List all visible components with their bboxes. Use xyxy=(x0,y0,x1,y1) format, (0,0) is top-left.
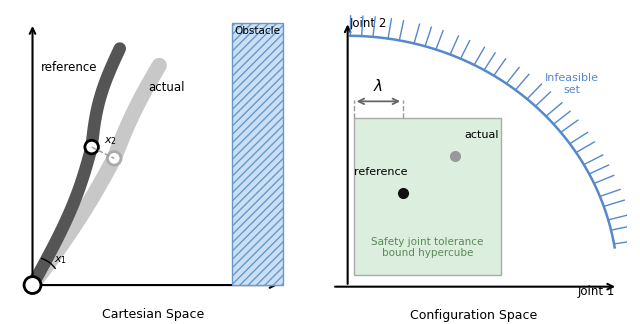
Circle shape xyxy=(108,152,121,165)
Text: Obstacle: Obstacle xyxy=(235,26,281,36)
Circle shape xyxy=(24,277,41,294)
Text: Cartesian Space: Cartesian Space xyxy=(102,307,205,320)
Text: Safety joint tolerance
bound hypercube: Safety joint tolerance bound hypercube xyxy=(371,237,484,258)
Text: Configuration Space: Configuration Space xyxy=(410,309,537,322)
Circle shape xyxy=(85,140,99,154)
Text: actual: actual xyxy=(465,131,499,140)
Bar xyxy=(354,119,501,275)
Text: λ: λ xyxy=(374,79,383,94)
Text: actual: actual xyxy=(148,81,184,94)
Text: reference: reference xyxy=(354,168,407,178)
Text: $x_2$: $x_2$ xyxy=(104,135,117,147)
Text: reference: reference xyxy=(41,61,97,74)
Text: Joint 2: Joint 2 xyxy=(349,17,387,30)
Text: Joint 1: Joint 1 xyxy=(577,285,615,298)
Bar xyxy=(232,23,283,285)
Text: $x_1$: $x_1$ xyxy=(54,255,67,266)
Text: Infeasible
set: Infeasible set xyxy=(545,74,599,95)
